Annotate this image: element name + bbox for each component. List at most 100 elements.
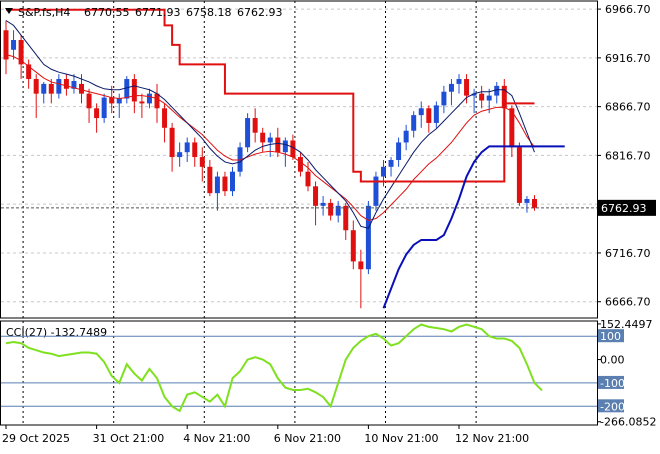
candle-body — [169, 127, 175, 158]
candle-body — [403, 130, 409, 143]
candle-body — [328, 202, 334, 216]
candle-body — [71, 80, 77, 89]
ohlc-value: 6770.55 — [84, 6, 130, 19]
main-y-tick-label: 6816.70 — [605, 149, 651, 162]
candle-body — [116, 98, 122, 104]
x-axis-label: 12 Nov 21:00 — [455, 432, 529, 445]
candle-body — [275, 137, 281, 153]
candle-body — [350, 230, 356, 262]
x-axis-label: 29 Oct 2025 — [2, 432, 70, 445]
candle-body — [154, 93, 160, 109]
blue-support-line — [382, 145, 565, 309]
candle-body — [373, 176, 379, 206]
candle-body — [192, 142, 198, 158]
candle-body — [94, 108, 100, 119]
ohlc-value: 6771.93 — [135, 6, 181, 19]
main-y-tick-label: 6716.70 — [605, 247, 651, 260]
x-axis-label: 6 Nov 21:00 — [274, 432, 341, 445]
candle-body — [456, 79, 462, 84]
candle-body — [11, 40, 17, 50]
candle-body — [388, 159, 394, 167]
candle-body — [524, 199, 530, 203]
candle-body — [335, 205, 341, 216]
main-y-tick-label: 6916.70 — [605, 52, 651, 65]
candle-body — [479, 93, 485, 101]
cci-y-tick-label: 100 — [600, 330, 621, 343]
candle-body — [214, 176, 220, 194]
candle-body — [18, 40, 24, 65]
candle-body — [162, 108, 168, 128]
candle-body — [230, 171, 235, 192]
candle-body — [222, 176, 228, 192]
candle-body — [494, 85, 500, 96]
candle-body — [33, 79, 39, 94]
candle-body — [199, 157, 205, 167]
candle-body — [381, 166, 386, 177]
candle-body — [124, 79, 130, 99]
candle-body — [48, 83, 54, 94]
cci-y-tick-label: 152.4497 — [600, 318, 653, 331]
ohlc-value: 6758.18 — [186, 6, 232, 19]
candle-body — [56, 79, 62, 94]
candle-body — [3, 30, 9, 60]
main-y-tick-label: 6966.70 — [605, 3, 651, 16]
cci-y-tick-label: -100 — [600, 377, 625, 390]
candle-body — [486, 95, 492, 101]
candle-body — [79, 83, 84, 94]
candle-body — [471, 93, 477, 96]
main-panel-frame — [0, 0, 598, 319]
candle-body — [320, 202, 326, 206]
cci-panel-frame — [0, 320, 598, 426]
red-stop-line — [6, 8, 535, 183]
candle-body — [411, 115, 417, 131]
fast-moving-average-line — [5, 20, 535, 229]
cci-y-tick-label: -200 — [600, 400, 625, 413]
candle-body — [343, 205, 349, 231]
candle-body — [267, 137, 273, 143]
main-y-tick-label: 6666.70 — [605, 296, 651, 309]
cci-y-tick-label: -266.0852 — [600, 416, 656, 429]
candle-body — [532, 199, 537, 208]
candle-body — [101, 97, 107, 119]
slow-moving-average-line — [5, 54, 535, 222]
candle-body — [290, 140, 296, 158]
candle-body — [41, 83, 47, 94]
x-axis-label: 31 Oct 21:00 — [93, 432, 165, 445]
main-y-tick-label: 6866.70 — [605, 101, 651, 114]
x-axis-label: 10 Nov 21:00 — [364, 432, 438, 445]
candle-body — [260, 132, 266, 143]
candle-body — [501, 85, 507, 109]
candle-body — [464, 79, 470, 96]
candle-body — [252, 118, 258, 133]
ohlc-value: 6762.93 — [237, 6, 283, 19]
candle-body — [297, 157, 303, 172]
candle-body — [313, 186, 319, 206]
candle-body — [305, 171, 311, 187]
cci-line — [5, 323, 543, 413]
candle-body — [365, 205, 371, 270]
candle-body — [139, 101, 145, 104]
candle-body — [358, 261, 364, 270]
candle-body — [63, 79, 69, 89]
candle-body — [146, 93, 152, 104]
candle-body — [86, 93, 92, 109]
cci-level-badge — [598, 329, 624, 343]
candle-body — [426, 108, 432, 123]
candle-body — [282, 140, 288, 153]
current-price-marker — [598, 199, 656, 216]
main-chart-title: S&P.fs,H4 — [18, 6, 70, 19]
candle-body — [109, 97, 115, 104]
candle-body — [516, 147, 522, 203]
cci-level-badge — [598, 399, 624, 413]
candle-body — [509, 108, 515, 148]
candle-body — [184, 142, 190, 153]
candle-body — [448, 83, 454, 92]
candle-body — [131, 79, 137, 102]
candle-body — [433, 105, 439, 123]
candle-body — [396, 142, 402, 160]
x-axis-label: 4 Nov 21:00 — [183, 432, 250, 445]
candle-body — [177, 152, 183, 158]
